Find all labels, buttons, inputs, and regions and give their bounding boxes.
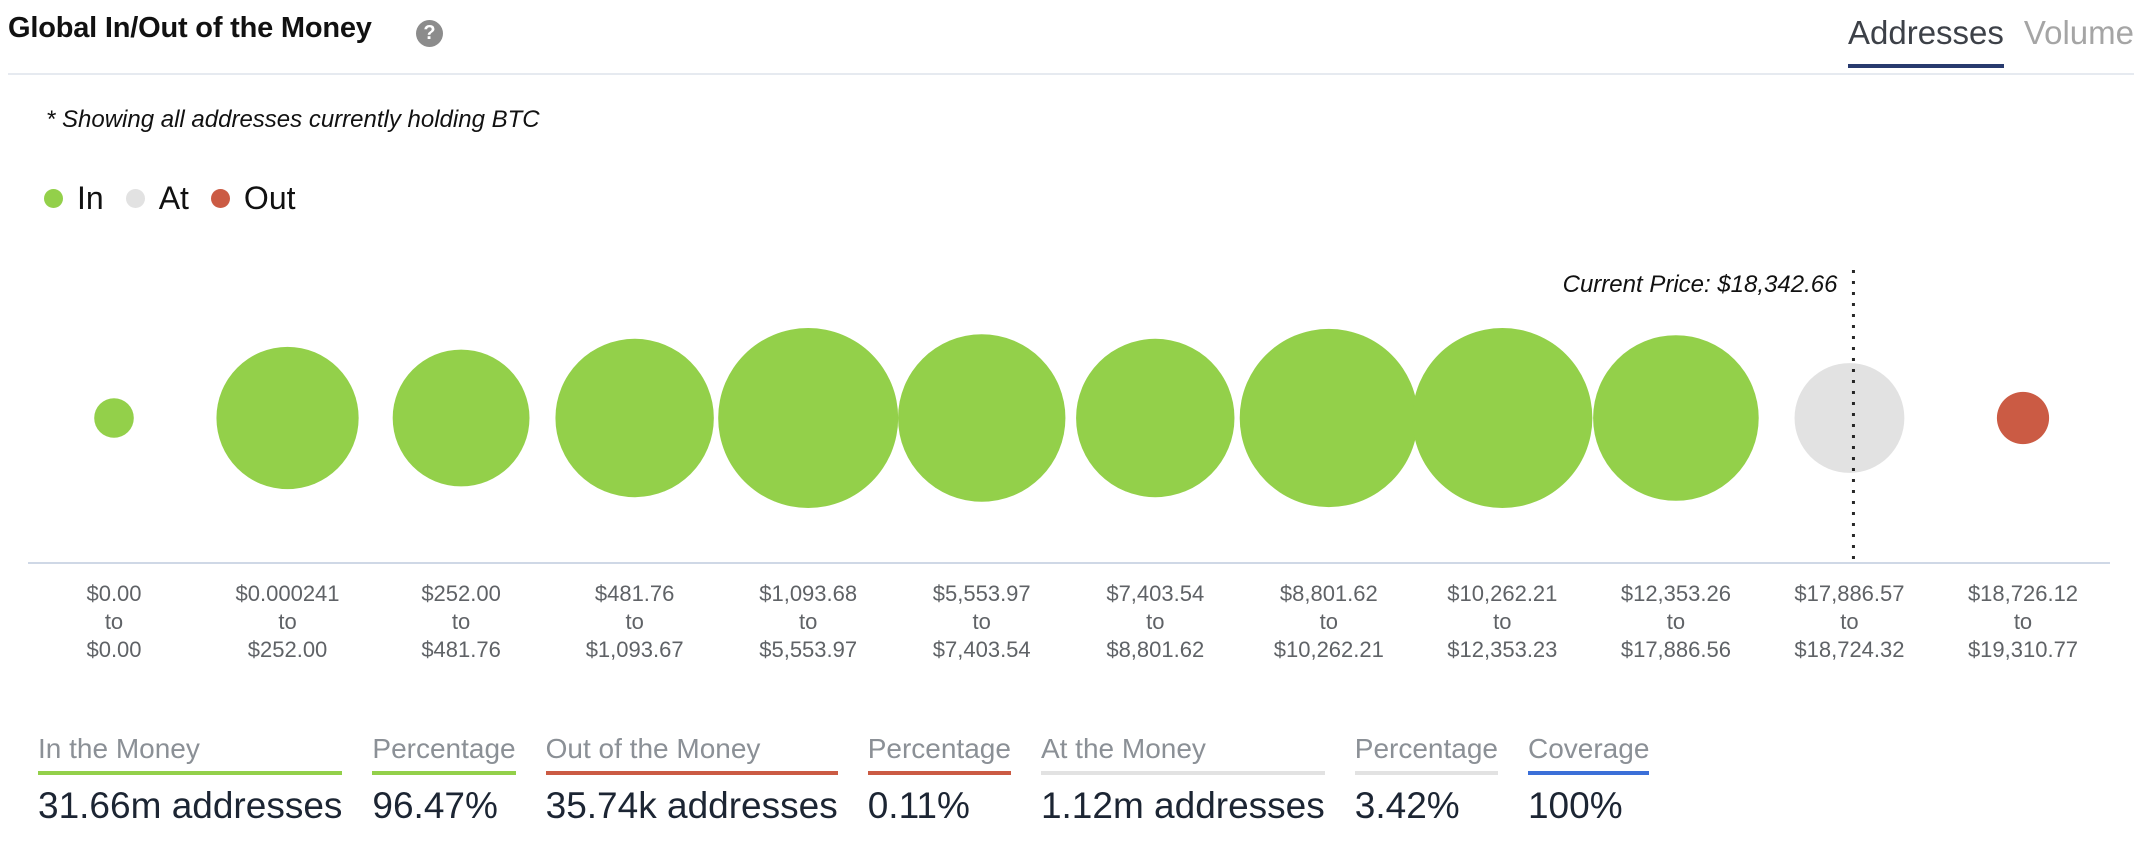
tick-label-to: $8,801.62 [1106,637,1204,662]
tick-label-to: $7,403.54 [933,637,1031,662]
bubble-in[interactable] [392,349,530,487]
tick-label-connector: to [278,609,296,634]
stat-value: 35.74k addresses [545,785,838,826]
tick-label-to: $17,886.56 [1621,637,1731,662]
tick-label-from: $481.76 [595,581,675,606]
stat-label: Percentage [867,733,1011,775]
stat-value: 31.66m addresses [38,785,343,826]
x-axis-tick-labels: $0.00 to $0.00 $0.000241 to $252.00 $252.00 to $… [86,581,2078,662]
stat-out-percentage: Percentage 0.11% [867,733,1011,827]
tick-label-connector: to [625,609,643,634]
stat-label: In the Money [38,733,343,775]
tick-label-to: $5,553.97 [759,637,857,662]
stat-value: 3.42% [1354,785,1460,826]
tick-label-to: $10,262.21 [1274,637,1384,662]
tick-label-from: $0.00 [86,581,141,606]
bubble-in[interactable] [555,338,714,498]
stat-label: Out of the Money [545,733,838,775]
stat-value: 100% [1527,785,1623,826]
tick-label-to: $19,310.77 [1968,637,2078,662]
bubble-in[interactable] [216,346,359,490]
bubble-in[interactable] [718,328,899,508]
stat-in-the-money: In the Money 31.66m addresses [38,733,343,827]
tick-label-connector: to [1146,609,1164,634]
legend-label-in: In [77,180,104,216]
bubble-in[interactable] [1076,338,1235,498]
tab-addresses[interactable]: Addresses [1848,10,2004,68]
stat-label: Percentage [1354,733,1498,775]
tick-label-to: $12,353.23 [1447,637,1557,662]
tick-label-from: $252.00 [421,581,501,606]
bubble-out[interactable] [1996,391,2050,445]
tick-label-connector: to [799,609,817,634]
tick-label-connector: to [973,609,991,634]
tick-label-from: $10,262.21 [1447,581,1557,606]
stat-label: At the Money [1040,733,1325,775]
bubble-in[interactable] [1239,328,1418,508]
stats-row: In the Money 31.66m addresses Percentage… [38,733,1679,827]
tick-label-from: $1,093.68 [759,581,857,606]
tick-label-connector: to [105,609,123,634]
tick-label-from: $8,801.62 [1280,581,1378,606]
legend-item-at[interactable]: At [125,180,189,217]
stat-value: 1.12m addresses [1040,785,1325,826]
legend-dot-out-icon [210,189,230,208]
stat-label: Coverage [1527,733,1650,775]
tick-label-to: $0.00 [86,637,141,662]
chart-legend: In At Out [44,180,318,217]
tick-label-connector: to [1320,609,1338,634]
chart-note: * Showing all addresses currently holdin… [46,106,540,133]
stat-in-percentage: Percentage 96.47% [372,733,516,827]
tick-label-connector: to [1493,609,1511,634]
legend-dot-at-icon [125,189,145,208]
legend-label-at: At [158,180,189,216]
bubble-in[interactable] [1593,335,1759,501]
bubble-group [94,328,2050,508]
bubble-in[interactable] [898,334,1066,502]
view-tabs: Addresses Volume [1828,10,2134,74]
tick-label-from: $5,553.97 [933,581,1031,606]
bubble-at[interactable] [1794,363,1905,473]
tick-label-to: $252.00 [248,637,328,662]
stat-at-percentage: Percentage 3.42% [1354,733,1498,827]
stat-value: 0.11% [867,785,970,826]
tab-volume[interactable]: Volume [2023,14,2134,51]
stat-value: 96.47% [372,785,498,826]
page-title: Global In/Out of the Money [8,12,372,44]
tick-label-from: $17,886.57 [1794,581,1904,606]
legend-item-out[interactable]: Out [210,180,296,217]
header-divider [8,73,2134,75]
tick-label-from: $18,726.12 [1968,581,2078,606]
stat-label: Percentage [372,733,516,775]
stat-coverage: Coverage 100% [1527,733,1650,827]
legend-item-in[interactable]: In [44,180,104,217]
tick-label-connector: to [452,609,470,634]
tick-label-from: $7,403.54 [1106,581,1204,606]
legend-dot-in-icon [44,189,63,208]
tick-label-connector: to [1840,609,1858,634]
legend-label-out: Out [243,180,296,216]
stat-at-the-money: At the Money 1.12m addresses [1040,733,1325,827]
bubble-in[interactable] [94,398,134,438]
tick-label-connector: to [2014,609,2032,634]
bubble-chart: Current Price: $18,342.66 $0.00to$0.00$0… [28,270,2110,662]
tick-label-to: $481.76 [421,637,501,662]
current-price-label: Current Price: $18,342.66 [1563,271,1838,298]
bubble-in[interactable] [1412,328,1593,508]
stat-out-of-the-money: Out of the Money 35.74k addresses [545,733,838,827]
tick-label-to: $18,724.32 [1794,637,1904,662]
help-icon[interactable]: ? [416,20,443,47]
tick-label-from: $0.000241 [236,581,340,606]
tick-label-to: $1,093.67 [586,637,684,662]
tick-label-from: $12,353.26 [1621,581,1731,606]
tick-label-connector: to [1667,609,1685,634]
